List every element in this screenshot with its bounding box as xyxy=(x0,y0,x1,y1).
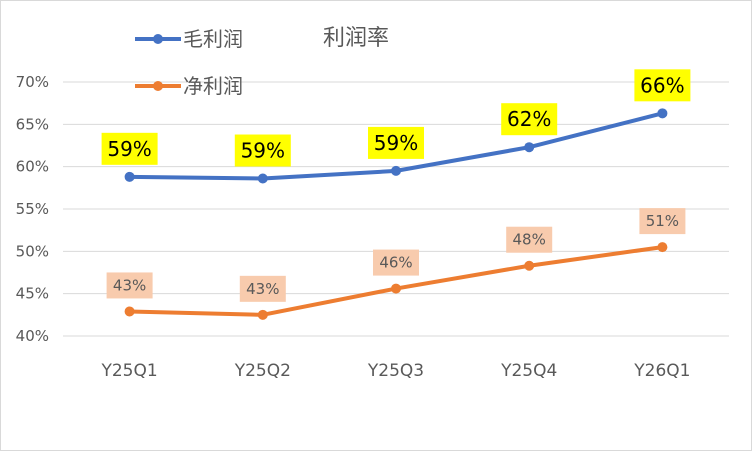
legend-marker-gross xyxy=(153,34,163,44)
legend-marker-net xyxy=(153,81,163,91)
legend-label-net: 净利润 xyxy=(183,74,243,98)
data-label: 43% xyxy=(113,276,146,294)
x-tick-label: Y25Q2 xyxy=(234,361,291,381)
data-label-box xyxy=(373,249,419,276)
data-label-box xyxy=(639,208,686,235)
data-label: 46% xyxy=(379,254,412,272)
x-tick-label: Y25Q3 xyxy=(367,361,424,381)
data-point xyxy=(124,306,135,317)
legend: 毛利润 净利润 xyxy=(135,27,243,98)
data-label-box xyxy=(634,69,691,102)
data-point xyxy=(657,108,668,119)
data-label: 51% xyxy=(646,212,679,230)
data-labels: 59% 59% 59% 62% 66% 43% 43% 46% 48% 51% xyxy=(101,69,691,302)
data-label: 62% xyxy=(507,107,551,131)
data-label-box xyxy=(506,226,553,253)
data-label-box xyxy=(239,275,286,302)
data-label: 48% xyxy=(513,231,546,249)
x-tick-label: Y26Q1 xyxy=(633,361,690,381)
y-tick-label: 70% xyxy=(16,73,49,91)
data-label: 59% xyxy=(241,139,285,163)
y-tick-label: 40% xyxy=(16,327,49,345)
data-label-box xyxy=(106,272,153,299)
data-point xyxy=(391,283,401,294)
data-point xyxy=(391,165,401,176)
legend-label-gross: 毛利润 xyxy=(183,27,243,51)
data-label: 66% xyxy=(640,73,684,97)
data-point xyxy=(524,260,535,271)
data-point xyxy=(524,142,535,153)
y-tick-label: 60% xyxy=(16,158,49,176)
data-label-box xyxy=(368,126,424,159)
data-point xyxy=(124,171,135,182)
y-tick-label: 55% xyxy=(16,200,49,218)
y-tick-label: 50% xyxy=(16,242,49,260)
x-tick-label: Y25Q4 xyxy=(500,361,557,381)
chart-title: 利润率 xyxy=(323,26,389,51)
x-tick-label: Y25Q1 xyxy=(100,361,157,381)
data-point xyxy=(257,309,268,320)
y-tick-label: 65% xyxy=(16,115,49,133)
axes: 40% 45% 50% 55% 60% 65% 70% Y25Q1 Y25Q2 Y25Q3 Y25Q… xyxy=(16,73,691,381)
data-point xyxy=(257,173,268,184)
data-label-box xyxy=(501,103,558,136)
data-label-box xyxy=(234,134,291,167)
data-point xyxy=(657,242,668,253)
series xyxy=(124,108,668,320)
data-label: 59% xyxy=(374,131,418,155)
data-label-box xyxy=(101,132,158,165)
data-label: 59% xyxy=(107,137,151,161)
data-label: 43% xyxy=(246,280,279,298)
y-tick-label: 45% xyxy=(16,285,49,303)
